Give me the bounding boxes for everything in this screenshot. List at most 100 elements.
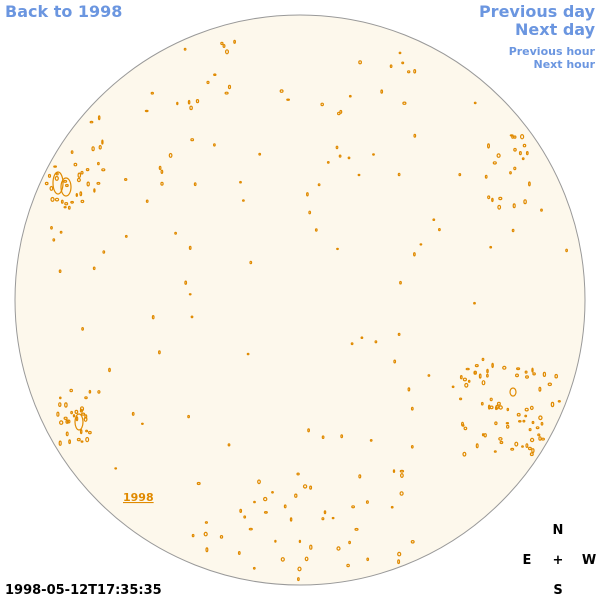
feature (222, 43, 226, 48)
feature (366, 557, 370, 562)
feature (532, 372, 536, 376)
feature (393, 359, 397, 364)
feature (74, 409, 79, 414)
feature (522, 419, 526, 423)
feature (465, 367, 470, 371)
feature (506, 424, 510, 429)
previous-day-link[interactable]: Previous day (478, 2, 595, 21)
feature (50, 196, 55, 202)
feature (87, 430, 92, 435)
feature (49, 185, 54, 191)
feature (397, 559, 401, 565)
next-day-link[interactable]: Next day (515, 20, 595, 39)
feature (248, 527, 253, 531)
feature (44, 181, 49, 186)
feature (50, 226, 53, 230)
feature (529, 452, 534, 457)
year-link[interactable]: 1998 (123, 491, 154, 504)
feature (499, 440, 504, 445)
feature (257, 479, 261, 485)
feature (557, 399, 561, 403)
feature (491, 197, 494, 203)
feature (413, 133, 417, 138)
feature (400, 473, 404, 479)
feature (475, 443, 479, 449)
feature (298, 539, 302, 544)
feature (528, 181, 531, 187)
next-hour-link[interactable]: Next hour (533, 58, 596, 71)
feature (309, 485, 313, 490)
feature (550, 401, 555, 408)
feature (263, 496, 268, 502)
back-link[interactable]: Back to 1998 (5, 2, 123, 21)
feature (510, 447, 515, 451)
feature (495, 404, 499, 410)
feature (263, 511, 268, 514)
feature (402, 101, 407, 105)
feature (187, 99, 191, 105)
feature (160, 169, 164, 174)
feature (308, 210, 312, 215)
feature (195, 98, 200, 104)
feature (492, 161, 497, 165)
feature (79, 406, 85, 412)
feature (150, 91, 154, 95)
feature (515, 367, 521, 371)
feature (339, 109, 343, 114)
feature (102, 250, 106, 254)
feature (302, 484, 308, 489)
feature (314, 228, 318, 232)
feature (540, 208, 543, 212)
feature (524, 375, 529, 379)
feature (190, 138, 195, 142)
feature (73, 162, 78, 167)
feature (66, 419, 71, 424)
feature (123, 178, 128, 182)
feature (513, 147, 517, 152)
feature (188, 293, 192, 296)
feature (274, 539, 277, 543)
feature (68, 439, 71, 445)
feature (85, 436, 90, 443)
feature (474, 364, 479, 368)
feature (354, 527, 359, 531)
feature (183, 47, 187, 51)
feature (54, 175, 59, 181)
feature (80, 199, 85, 204)
feature (461, 424, 465, 427)
feature (502, 365, 507, 370)
feature (58, 269, 62, 274)
feature (317, 183, 321, 187)
previous-hour-link[interactable]: Previous hour (508, 45, 595, 58)
feature (58, 402, 62, 408)
feature (462, 377, 467, 382)
feature (253, 500, 256, 504)
feature (390, 505, 394, 509)
feature (191, 533, 195, 538)
feature (537, 433, 541, 437)
feature (478, 373, 482, 379)
feature (529, 437, 535, 443)
feature (473, 370, 478, 375)
feature (347, 156, 351, 160)
feature (496, 401, 501, 406)
feature (297, 577, 300, 582)
feature (74, 413, 84, 431)
feature (96, 181, 101, 185)
feature (294, 493, 298, 498)
feature (463, 426, 468, 431)
feature (538, 415, 543, 421)
feature (101, 139, 104, 145)
feature (64, 201, 69, 206)
feature (511, 135, 515, 139)
feature (350, 342, 354, 346)
feature (97, 390, 101, 394)
magnetic-features (44, 39, 568, 582)
feature (280, 557, 285, 562)
feature (114, 467, 118, 470)
feature (528, 428, 532, 432)
feature (565, 248, 568, 253)
feature (69, 388, 74, 393)
feature (505, 422, 510, 425)
compass-center: + (553, 553, 564, 568)
